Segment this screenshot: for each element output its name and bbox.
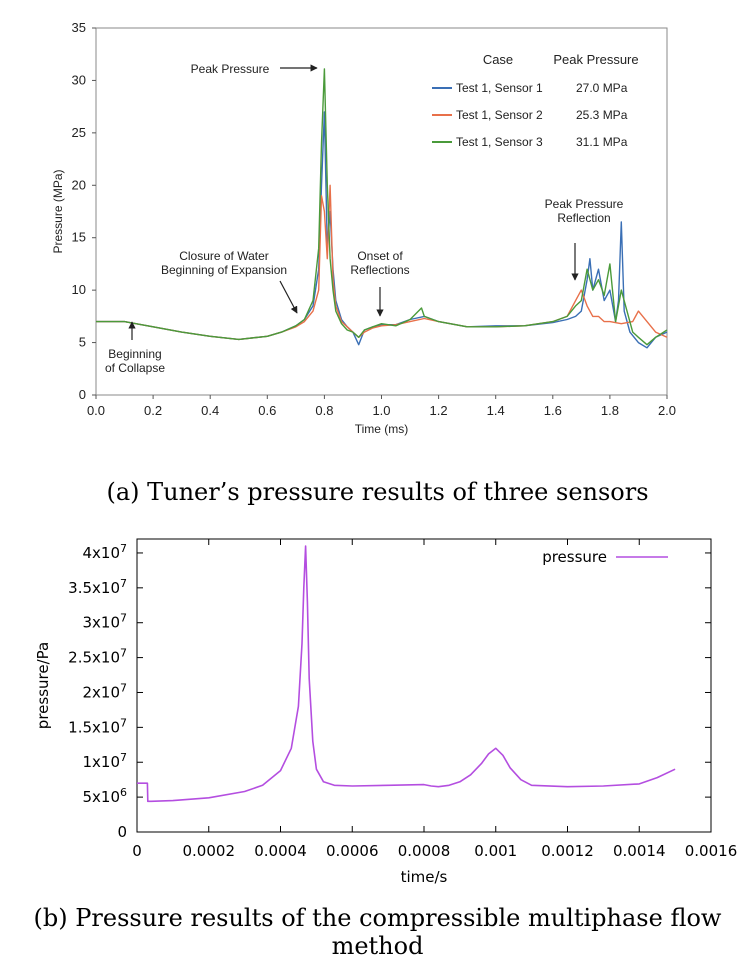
x-tick-label: 0.0004 <box>254 842 307 860</box>
y-tick-exponent: 6 <box>120 786 127 799</box>
legend-entry-peak: 27.0 MPa <box>576 81 628 95</box>
annotation-text: Reflection <box>557 211 610 225</box>
annotation-text: Peak Pressure <box>191 62 270 76</box>
y-tick-label: 0 <box>117 823 127 841</box>
x-axis-label: time/s <box>401 868 448 885</box>
annotation-text: of Collapse <box>105 361 165 375</box>
y-tick-label: 4x107 <box>82 542 127 562</box>
y-tick-base: 2.5x10 <box>68 649 120 667</box>
annotation-text: Beginning <box>108 347 161 361</box>
y-tick-exponent: 7 <box>120 751 127 764</box>
y-tick-label: 30 <box>72 72 86 87</box>
chart-b-svg: 0 0.0002 0.0004 0.0006 0.0008 0.001 0.0012 0.00… <box>34 538 738 885</box>
x-tick-label: 0.0 <box>87 403 105 418</box>
x-tick-label: 0.0006 <box>326 842 379 860</box>
y-tick-exponent: 7 <box>120 542 127 555</box>
y-tick-exponent: 7 <box>120 577 127 590</box>
y-tick-base: 2x10 <box>82 683 120 701</box>
legend-entry-name: Test 1, Sensor 3 <box>456 135 543 149</box>
y-tick-exponent: 7 <box>120 647 127 660</box>
legend-header-case: Case <box>483 52 513 67</box>
legend-entry-name: Test 1, Sensor 2 <box>456 108 543 122</box>
x-tick-label: 0.0008 <box>398 842 451 860</box>
y-tick-base: 3x10 <box>82 614 120 632</box>
y-tick-exponent: 7 <box>120 612 127 625</box>
x-tick-label: 0.2 <box>144 403 162 418</box>
x-tick-label: 2.0 <box>658 403 676 418</box>
legend-entry-name: Test 1, Sensor 1 <box>456 81 543 95</box>
y-tick-label: 1x107 <box>82 751 127 771</box>
x-tick-label: 0.0016 <box>685 842 738 860</box>
x-tick-label: 0.001 <box>474 842 517 860</box>
y-tick-exponent: 7 <box>120 681 127 694</box>
x-tick-label: 0.4 <box>201 403 219 418</box>
y-tick-base: 0 <box>117 823 127 841</box>
y-tick-label: 2.5x107 <box>68 647 127 667</box>
caption-b: (b) Pressure results of the compressible… <box>33 904 722 960</box>
y-tick-label: 2x107 <box>82 681 127 701</box>
x-tick-label: 0.6 <box>258 403 276 418</box>
legend-entry-name: pressure <box>542 548 607 566</box>
y-tick-label: 1.5x107 <box>68 716 127 736</box>
x-tick-label: 1.8 <box>601 403 619 418</box>
legend-header-peak: Peak Pressure <box>553 52 638 67</box>
x-tick-label: 0.0002 <box>183 842 236 860</box>
y-tick-label: 25 <box>72 125 86 140</box>
y-tick-label: 5x106 <box>82 786 127 806</box>
y-tick-label: 3.5x107 <box>68 577 127 597</box>
annotation-text: Peak Pressure <box>545 197 624 211</box>
x-tick-label: 0.0012 <box>541 842 594 860</box>
annotation-text: Beginning of Expansion <box>161 263 287 277</box>
plot-frame <box>136 538 712 833</box>
x-tick-label: 0.0014 <box>613 842 666 860</box>
chart-a: 0.0 0.2 0.4 0.6 0.8 1.0 1.2 1.4 1.6 1.8 2.0 0 5 10 15 2… <box>0 0 755 460</box>
y-axis-label: pressure/Pa <box>34 642 52 729</box>
annotation-text: Closure of Water <box>179 249 269 263</box>
x-axis-label: Time (ms) <box>355 422 409 436</box>
x-tick-label: 1.2 <box>430 403 448 418</box>
y-tick-base: 5x10 <box>82 788 120 806</box>
y-tick-exponent: 7 <box>120 716 127 729</box>
x-tick-label: 1.0 <box>372 403 390 418</box>
x-tick-label: 1.6 <box>544 403 562 418</box>
series-line-sensor-3 <box>96 68 668 346</box>
y-tick-base: 4x10 <box>82 544 120 562</box>
y-tick-base: 1x10 <box>82 753 120 771</box>
x-tick-label: 0 <box>132 842 142 860</box>
legend-entry-peak: 25.3 MPa <box>576 108 628 122</box>
y-tick-base: 3.5x10 <box>68 579 120 597</box>
y-axis-label: Pressure (MPa) <box>51 169 65 253</box>
legend-entry-peak: 31.1 MPa <box>576 135 628 149</box>
annotation-text: Onset of <box>357 249 403 263</box>
y-tick-label: 10 <box>72 282 86 297</box>
y-tick-label: 5 <box>79 335 86 350</box>
series-line-pressure <box>137 545 676 803</box>
chart-a-svg: 0.0 0.2 0.4 0.6 0.8 1.0 1.2 1.4 1.6 1.8 2.0 0 5 10 15 2… <box>51 20 676 436</box>
x-tick-label: 0.8 <box>315 403 333 418</box>
x-tick-label: 1.4 <box>487 403 505 418</box>
y-tick-label: 35 <box>72 20 86 35</box>
annotation-text: Reflections <box>350 263 409 277</box>
chart-b: 0 0.0002 0.0004 0.0006 0.0008 0.001 0.0012 0.00… <box>0 525 755 885</box>
annotation-arrow <box>279 280 298 314</box>
y-tick-label: 0 <box>79 387 86 402</box>
y-tick-label: 20 <box>72 177 86 192</box>
y-tick-label: 15 <box>72 230 86 245</box>
y-tick-base: 1.5x10 <box>68 718 120 736</box>
caption-a: (a) Tuner’s pressure results of three se… <box>106 478 649 506</box>
y-tick-label: 3x107 <box>82 612 127 632</box>
